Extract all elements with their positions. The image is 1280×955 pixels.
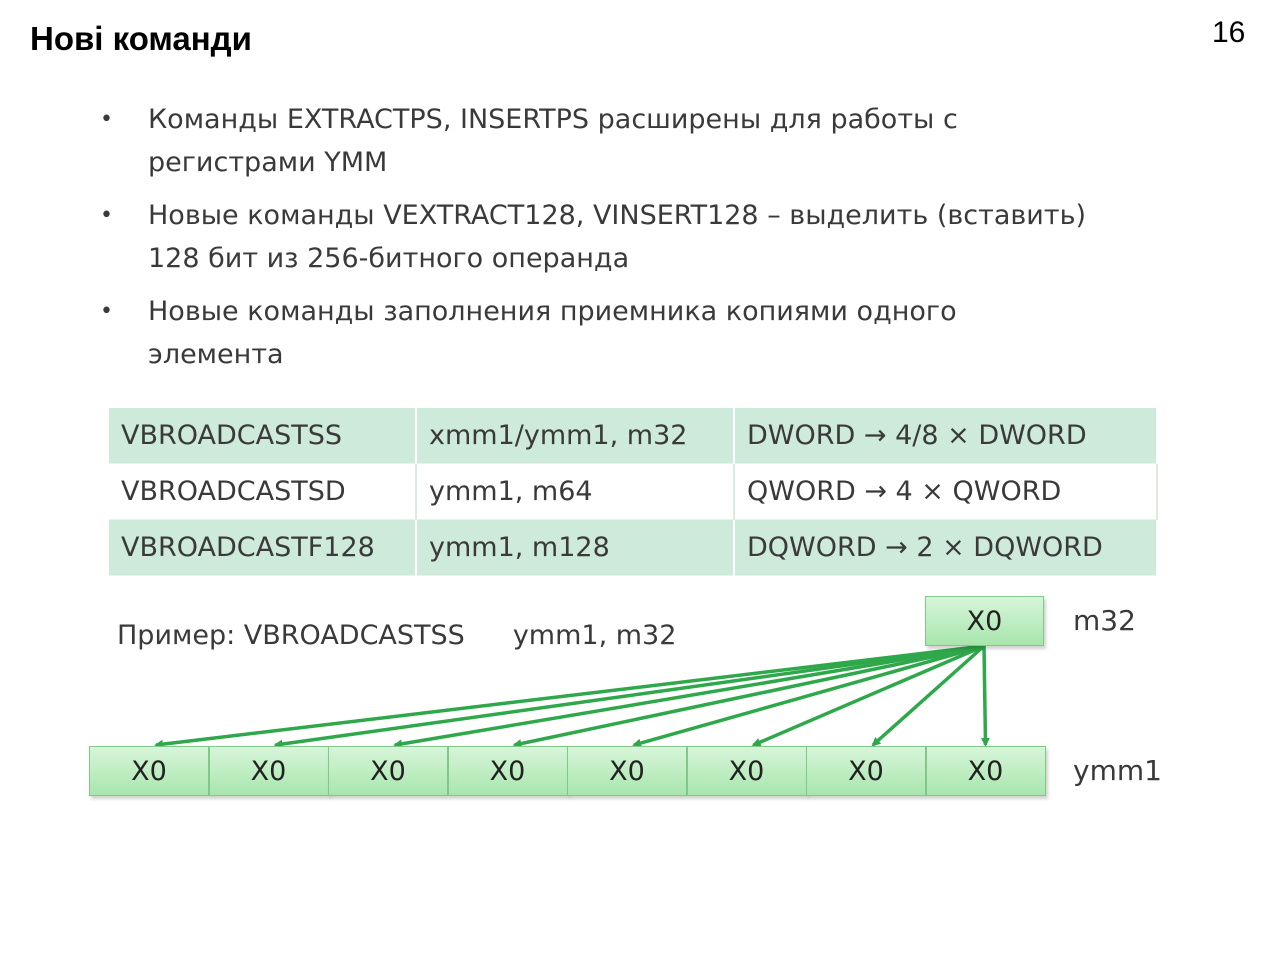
broadcast-arrow [980, 645, 990, 747]
table-row: VBROADCASTSD ymm1, m64 QWORD → 4 × QWORD [109, 463, 1158, 520]
effect-cell: DWORD → 4/8 × DWORD [734, 408, 1158, 464]
broadcast-arrow [871, 644, 986, 747]
broadcast-arrow [154, 644, 985, 749]
slide-title: Нові команди [30, 20, 252, 57]
bullet-item: • Команды EXTRACTPS, INSERTPS расширены … [96, 98, 1096, 184]
page-number: 16 [1212, 16, 1246, 49]
bullet-item: • Новые команды заполнения приемника коп… [96, 290, 1096, 376]
broadcast-arrow [393, 644, 985, 749]
instruction-cell: VBROADCASTF128 [109, 519, 417, 576]
ymm1-element-cell: X0 [328, 746, 448, 796]
example-caption: Пример: VBROADCASTSS ymm1, m32 [117, 620, 676, 651]
instruction-cell: VBROADCASTSD [109, 463, 417, 520]
example-label: Пример: VBROADCASTSS [117, 620, 465, 651]
source-element-m32: X0 [925, 596, 1044, 646]
ymm1-element-cell: X0 [567, 746, 687, 796]
bullet-text: Новые команды VEXTRACT128, VINSERT128 – … [148, 200, 1087, 274]
destination-register-ymm1: X0 X0 X0 X0 X0 X0 X0 X0 [89, 746, 1046, 796]
ymm1-element-cell: X0 [208, 746, 329, 796]
destination-label: ymm1 [1073, 754, 1162, 787]
bullet-text: Новые команды заполнения приемника копия… [148, 296, 957, 370]
ymm1-element-cell: X0 [925, 746, 1046, 796]
broadcast-arrow [632, 644, 985, 748]
effect-cell: DQWORD → 2 × DQWORD [734, 519, 1158, 576]
effect-cell: QWORD → 4 × QWORD [734, 463, 1158, 520]
operands-cell: xmm1/ymm1, m32 [416, 408, 735, 464]
ymm1-element-cell: X0 [686, 746, 807, 796]
table-row: VBROADCASTF128 ymm1, m128 DQWORD → 2 × D… [109, 519, 1158, 576]
bullet-item: • Новые команды VEXTRACT128, VINSERT128 … [96, 194, 1096, 280]
broadcast-arrow [751, 644, 985, 747]
bullet-marker: • [100, 107, 113, 132]
ymm1-element-cell: X0 [447, 746, 568, 796]
ymm1-element-cell: X0 [806, 746, 926, 796]
operands-cell: ymm1, m128 [416, 519, 735, 576]
broadcast-arrow [273, 644, 985, 749]
broadcast-arrow [512, 644, 985, 748]
operands-cell: ymm1, m64 [416, 463, 735, 520]
bullet-marker: • [100, 299, 113, 324]
bullet-marker: • [100, 203, 113, 228]
instruction-cell: VBROADCASTSS [109, 408, 417, 464]
bullet-text: Команды EXTRACTPS, INSERTPS расширены дл… [148, 104, 958, 178]
table-row: VBROADCASTSS xmm1/ymm1, m32 DWORD → 4/8 … [109, 408, 1158, 464]
example-operands: ymm1, m32 [512, 620, 677, 651]
ymm1-element-cell: X0 [89, 746, 209, 796]
source-label: m32 [1073, 604, 1136, 637]
broadcast-commands-table: VBROADCASTSS xmm1/ymm1, m32 DWORD → 4/8 … [109, 408, 1158, 576]
bullet-list: • Команды EXTRACTPS, INSERTPS расширены … [96, 98, 1096, 386]
